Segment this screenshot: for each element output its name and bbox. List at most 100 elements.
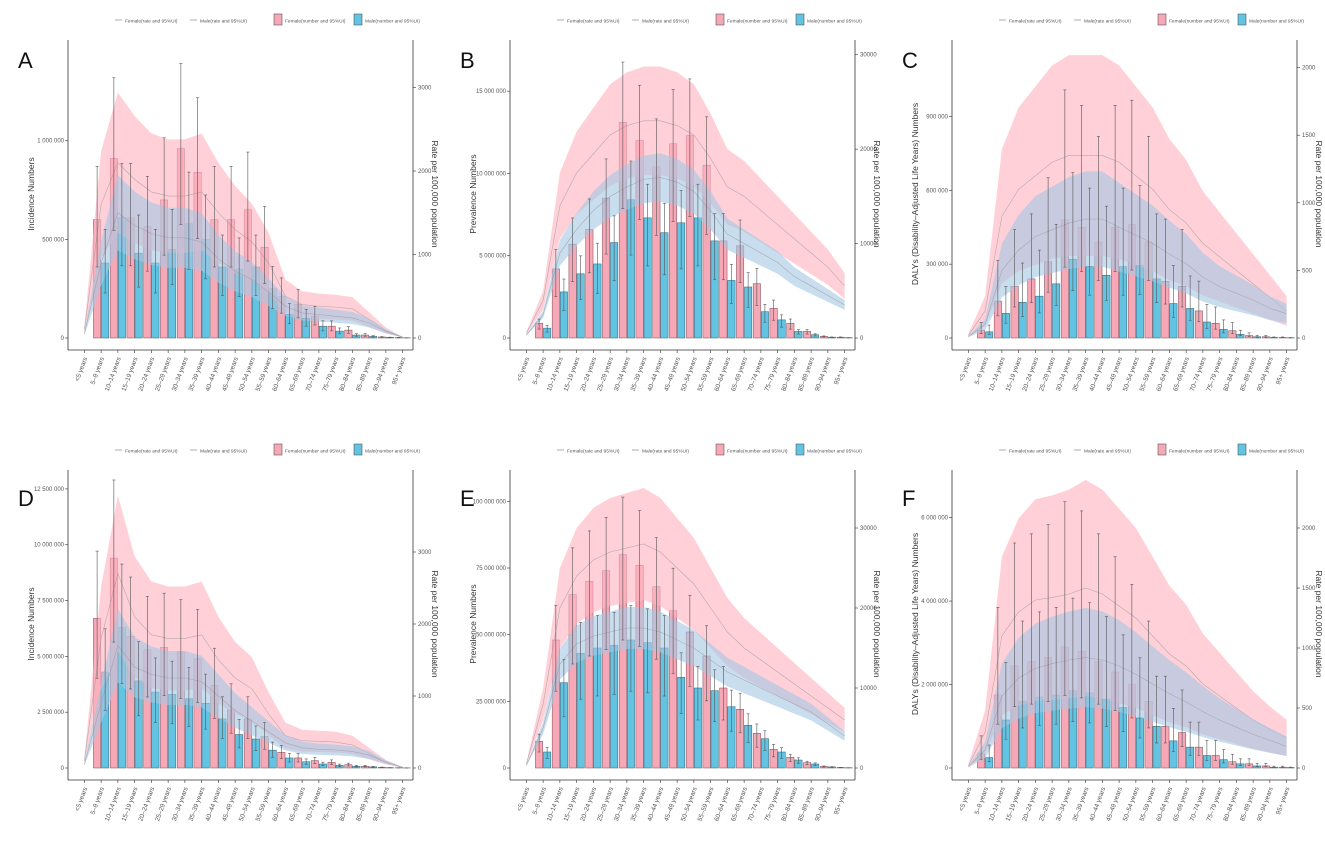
x-tick-label: 5–9 years xyxy=(974,786,991,816)
x-tick-label: 70–74 years xyxy=(1189,786,1208,823)
x-tick-label: 20–24 years xyxy=(579,786,598,823)
x-tick-label: 25–29 years xyxy=(154,356,173,393)
x-tick-label: 80–84 years xyxy=(780,356,799,393)
x-tick-label: 80–84 years xyxy=(338,356,357,393)
right-tick-label: 2000 xyxy=(418,622,432,628)
x-tick-label: 75–79 years xyxy=(322,356,341,393)
x-tick-label: 95+ years xyxy=(391,356,408,386)
legend-box-key xyxy=(1158,444,1166,455)
legend-label: Female(number and 95%UI) xyxy=(1169,449,1230,455)
legend-label: Male(rate and 95%UI) xyxy=(1084,19,1131,25)
x-tick-label: 95+ years xyxy=(1275,786,1292,816)
x-tick-label: 55–59 years xyxy=(255,786,274,823)
legend-box-key xyxy=(716,14,724,25)
legend: Female(rate and 95%UI)Male(rate and 95%U… xyxy=(999,444,1304,455)
x-tick-label: 30–34 years xyxy=(171,356,190,393)
left-tick-label: 100 000 000 xyxy=(473,499,507,505)
left-tick-label: 0 xyxy=(945,336,949,342)
x-tick-label: 75–79 years xyxy=(1206,356,1225,393)
legend-label: Male(rate and 95%UI) xyxy=(200,19,247,25)
x-tick-label: 65–69 years xyxy=(1172,356,1191,393)
x-tick-label: 55–59 years xyxy=(1139,786,1158,823)
x-tick-label: 35–39 years xyxy=(1072,356,1091,393)
left-axis-title: Prevalence Numbers xyxy=(468,584,478,663)
x-tick-label: 30–34 years xyxy=(171,786,190,823)
x-tick-label: 5–9 years xyxy=(90,356,107,386)
left-tick-label: 0 xyxy=(503,336,507,342)
left-tick-label: 0 xyxy=(61,336,65,342)
left-tick-label: 10 000 000 xyxy=(34,543,65,549)
right-tick-label: 0 xyxy=(418,766,422,772)
right-tick-label: 0 xyxy=(418,336,422,342)
x-tick-label: 75–79 years xyxy=(764,356,783,393)
panel-letter: F xyxy=(902,486,915,511)
x-tick-label: 60–64 years xyxy=(713,786,732,823)
x-tick-label: 85–89 years xyxy=(797,786,816,823)
x-tick-label: 75–79 years xyxy=(1206,786,1225,823)
left-axis-title: Incidence Numbers xyxy=(26,587,36,660)
left-axis-title: Incidence Numbers xyxy=(26,157,36,230)
right-tick-label: 1500 xyxy=(1302,586,1316,592)
x-tick-label: <5 years xyxy=(74,786,89,813)
x-tick-label: 85–89 years xyxy=(355,786,374,823)
left-tick-label: 2 500 000 xyxy=(37,710,64,716)
right-tick-label: 1000 xyxy=(418,253,432,259)
panel-b: Female(rate and 95%UI)Male(rate and 95%U… xyxy=(460,14,882,392)
x-tick-label: 15–19 years xyxy=(1005,786,1024,823)
x-tick-label: 10–14 years xyxy=(104,786,123,823)
x-tick-label: 85–89 years xyxy=(1239,356,1258,393)
x-tick-label: 65–69 years xyxy=(1172,786,1191,823)
x-tick-label: 50–54 years xyxy=(680,356,699,393)
x-tick-label: 70–74 years xyxy=(747,356,766,393)
legend-box-key xyxy=(354,14,362,25)
x-tick-label: 65–69 years xyxy=(730,356,749,393)
x-tick-label: <5 years xyxy=(74,356,89,383)
x-tick-label: 75–79 years xyxy=(322,786,341,823)
right-tick-label: 0 xyxy=(1302,336,1306,342)
right-tick-label: 500 xyxy=(1302,268,1313,274)
x-tick-label: 95+ years xyxy=(391,786,408,816)
panel-letter: C xyxy=(902,48,918,73)
x-tick-label: 10–14 years xyxy=(546,786,565,823)
right-tick-label: 0 xyxy=(860,336,864,342)
x-tick-label: 45–49 years xyxy=(1105,356,1124,393)
right-tick-label: 1500 xyxy=(1302,133,1316,139)
right-tick-label: 30000 xyxy=(860,526,877,532)
legend-label: Female(number and 95%UI) xyxy=(285,19,346,25)
x-tick-label: 90–94 years xyxy=(1256,786,1275,823)
legend: Female(rate and 95%UI)Male(rate and 95%U… xyxy=(999,14,1304,25)
legend: Female(rate and 95%UI)Male(rate and 95%U… xyxy=(115,444,420,455)
right-axis-title: Rate per 100,000 population xyxy=(1314,570,1324,678)
legend-box-key xyxy=(716,444,724,455)
x-tick-label: 95+ years xyxy=(833,356,850,386)
right-tick-label: 2000 xyxy=(418,169,432,175)
x-tick-label: 20–24 years xyxy=(1021,786,1040,823)
legend-label: Female(number and 95%UI) xyxy=(727,19,788,25)
x-tick-label: 15–19 years xyxy=(121,786,140,823)
x-tick-label: <5 years xyxy=(958,786,973,813)
right-tick-label: 2000 xyxy=(1302,526,1316,532)
right-tick-label: 30000 xyxy=(860,53,877,59)
panel-f: Female(rate and 95%UI)Male(rate and 95%U… xyxy=(902,444,1324,822)
x-tick-label: 90–94 years xyxy=(814,356,833,393)
legend-box-key xyxy=(354,444,362,455)
panel-a: Female(rate and 95%UI)Male(rate and 95%U… xyxy=(18,14,440,392)
left-tick-label: 0 xyxy=(61,766,65,772)
x-tick-label: 90–94 years xyxy=(372,786,391,823)
right-tick-label: 3000 xyxy=(418,550,432,556)
x-tick-label: 65–69 years xyxy=(288,356,307,393)
x-tick-label: 30–34 years xyxy=(613,786,632,823)
x-tick-label: 40–44 years xyxy=(646,786,665,823)
x-tick-label: 5–9 years xyxy=(532,356,549,386)
right-tick-label: 10000 xyxy=(860,686,877,692)
legend-label: Female(rate and 95%UI) xyxy=(1009,449,1062,455)
x-tick-label: 30–34 years xyxy=(1055,356,1074,393)
left-tick-label: 50 000 000 xyxy=(476,633,507,639)
left-axis-title: Prevalence Numbers xyxy=(468,154,478,233)
x-tick-label: 60–64 years xyxy=(1155,786,1174,823)
x-tick-label: 50–54 years xyxy=(238,356,257,393)
x-tick-label: 80–84 years xyxy=(780,786,799,823)
legend-label: Male(number and 95%UI) xyxy=(807,19,862,25)
x-tick-label: 40–44 years xyxy=(204,786,223,823)
x-tick-label: 35–39 years xyxy=(630,786,649,823)
